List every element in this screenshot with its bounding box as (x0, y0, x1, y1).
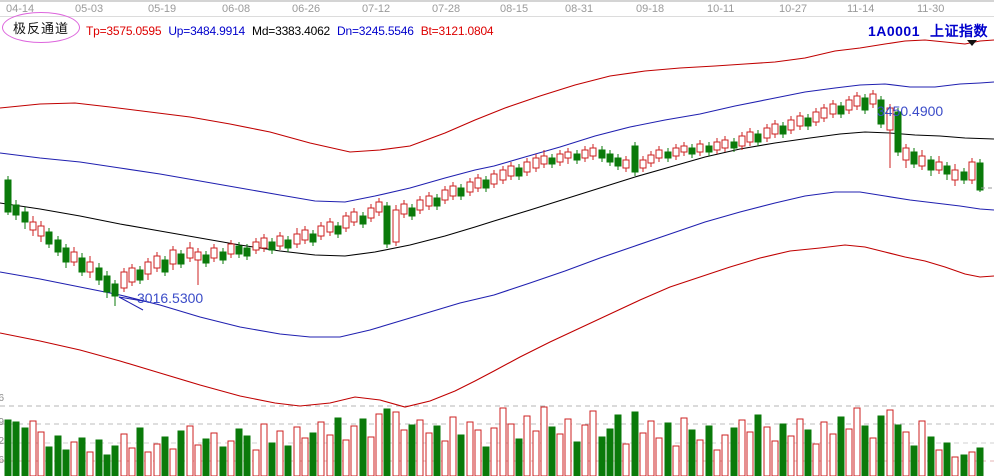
indicator-name: 极反通道 (12, 21, 69, 36)
date-label: 06-08 (222, 3, 251, 15)
symbol-name: 上证指数 (930, 23, 988, 39)
volume-axis-label: 89 (0, 417, 5, 428)
volume-axis-label: 92 (0, 436, 5, 447)
date-label: 05-03 (75, 3, 104, 15)
date-label: 07-12 (362, 3, 391, 15)
date-label: 08-15 (500, 3, 529, 15)
date-axis: 04-14 05-03 05-19 06-08 06-26 07-12 07-28 08-15… (0, 2, 994, 17)
channel-line-up (0, 81, 994, 203)
indicator-value: Up=3484.9914 (168, 24, 246, 38)
date-label: 08-31 (565, 3, 594, 15)
date-label: 09-18 (636, 3, 665, 15)
volume-axis-label: 96 (0, 455, 5, 466)
candles-layer (4, 90, 984, 306)
date-label: 11-14 (847, 3, 875, 15)
indicator-values: Tp=3575.0595 Up=3484.9914 Md=3383.4062 Dn=3… (86, 22, 500, 40)
channel-line-tp (0, 39, 994, 153)
symbol-selector[interactable]: 1A0001 上证指数 (868, 21, 988, 41)
indicator-name-badge[interactable]: 极反通道 (2, 12, 80, 43)
trough-leader (118, 296, 150, 311)
date-label: 06-26 (292, 3, 321, 15)
indicator-value: Tp=3575.0595 (86, 24, 162, 38)
channel-line-bt (0, 244, 994, 408)
date-label: 07-28 (432, 3, 461, 15)
indicator-value: Dn=3245.5546 (337, 24, 414, 38)
top-border (0, 0, 994, 2)
indicator-value: Md=3383.4062 (252, 24, 331, 38)
channel-line-md (0, 131, 994, 257)
date-label: 10-27 (779, 3, 808, 15)
indicator-value: Bt=3121.0804 (420, 24, 494, 38)
symbol-code: 1A0001 (867, 23, 920, 39)
volume-axis-label: 96 (0, 393, 5, 404)
dropdown-triangle-icon[interactable] (967, 40, 977, 46)
date-label: 05-19 (148, 3, 177, 15)
channel-line-dn (0, 191, 994, 338)
peak-price-label: 3450.4900 (877, 103, 944, 119)
date-label: 10-11 (707, 3, 735, 15)
date-label: 11-30 (917, 3, 945, 15)
volume-layer (4, 406, 984, 476)
trough-price-label: 3016.5300 (137, 290, 204, 306)
